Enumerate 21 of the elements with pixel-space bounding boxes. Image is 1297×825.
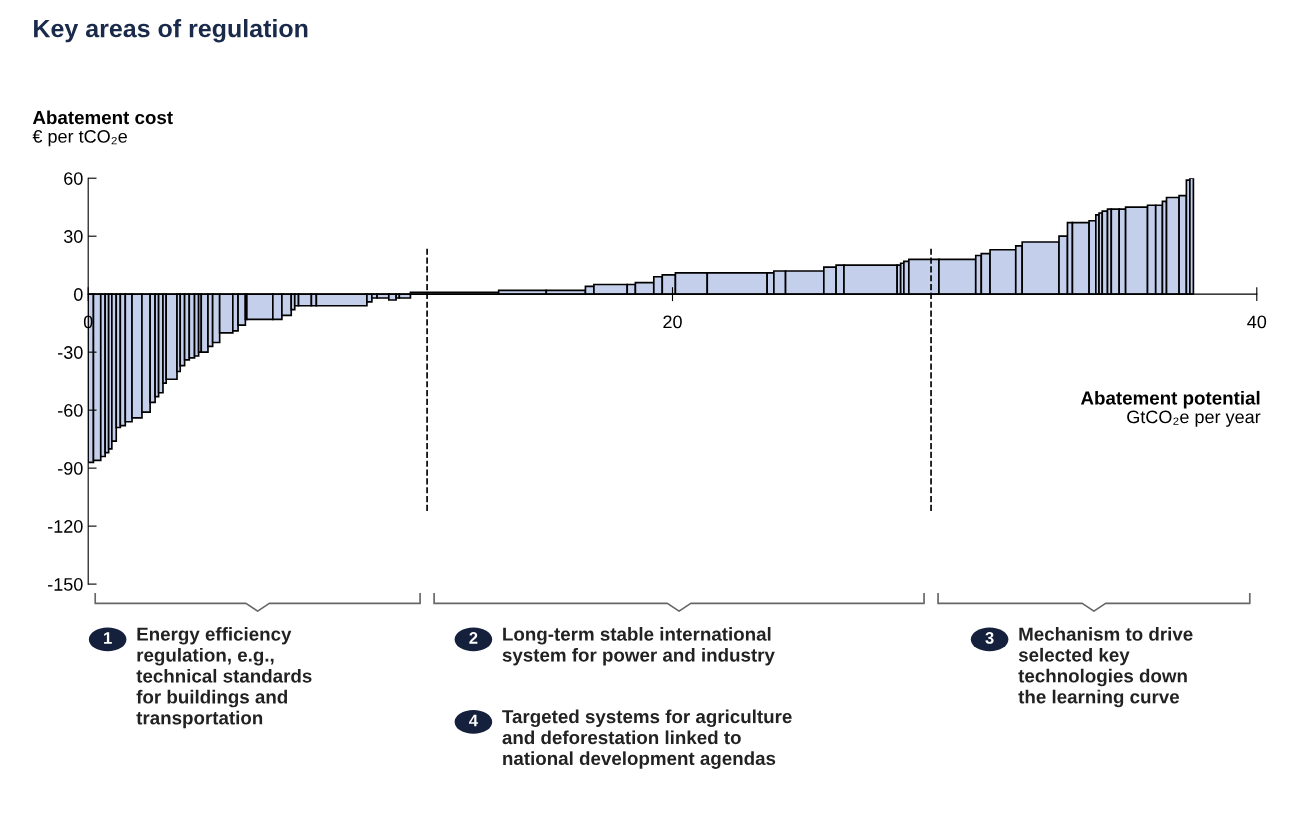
text: Long-term stable international system for power and industry — [502, 627, 775, 666]
y-tick-label: -60 — [58, 404, 83, 417]
y-axis-title: Abatement cost € per tCO₂e — [32, 110, 173, 147]
x-tick-label: 40 — [1247, 315, 1267, 329]
y-tick-label: 30 — [63, 230, 83, 243]
text: 1 — [104, 632, 112, 644]
text: 4 — [469, 714, 478, 727]
text: Mechanism to drive selected key technologies down the learning curve — [1018, 627, 1193, 708]
chart-title: Key areas of regulation — [34, 19, 308, 43]
text: 3 — [985, 632, 994, 644]
text: Targeted systems for agriculture and deforestation linked to national development agendas — [502, 709, 792, 769]
y-tick-label: 0 — [74, 288, 83, 301]
y-tick-label: -150 — [48, 578, 83, 591]
text: 2 — [469, 632, 478, 644]
y-tick-label: -90 — [58, 462, 83, 475]
y-tick-label: -30 — [58, 346, 83, 359]
x-tick-label: 20 — [663, 315, 682, 329]
x-axis-title: Abatement potential GtCO₂e per year — [1080, 390, 1261, 427]
y-tick-label: 60 — [64, 172, 83, 185]
text: Energy efficiency regulation, e.g., technical standards for buildings and transportation — [136, 627, 312, 729]
y-tick-label: -120 — [48, 520, 83, 533]
